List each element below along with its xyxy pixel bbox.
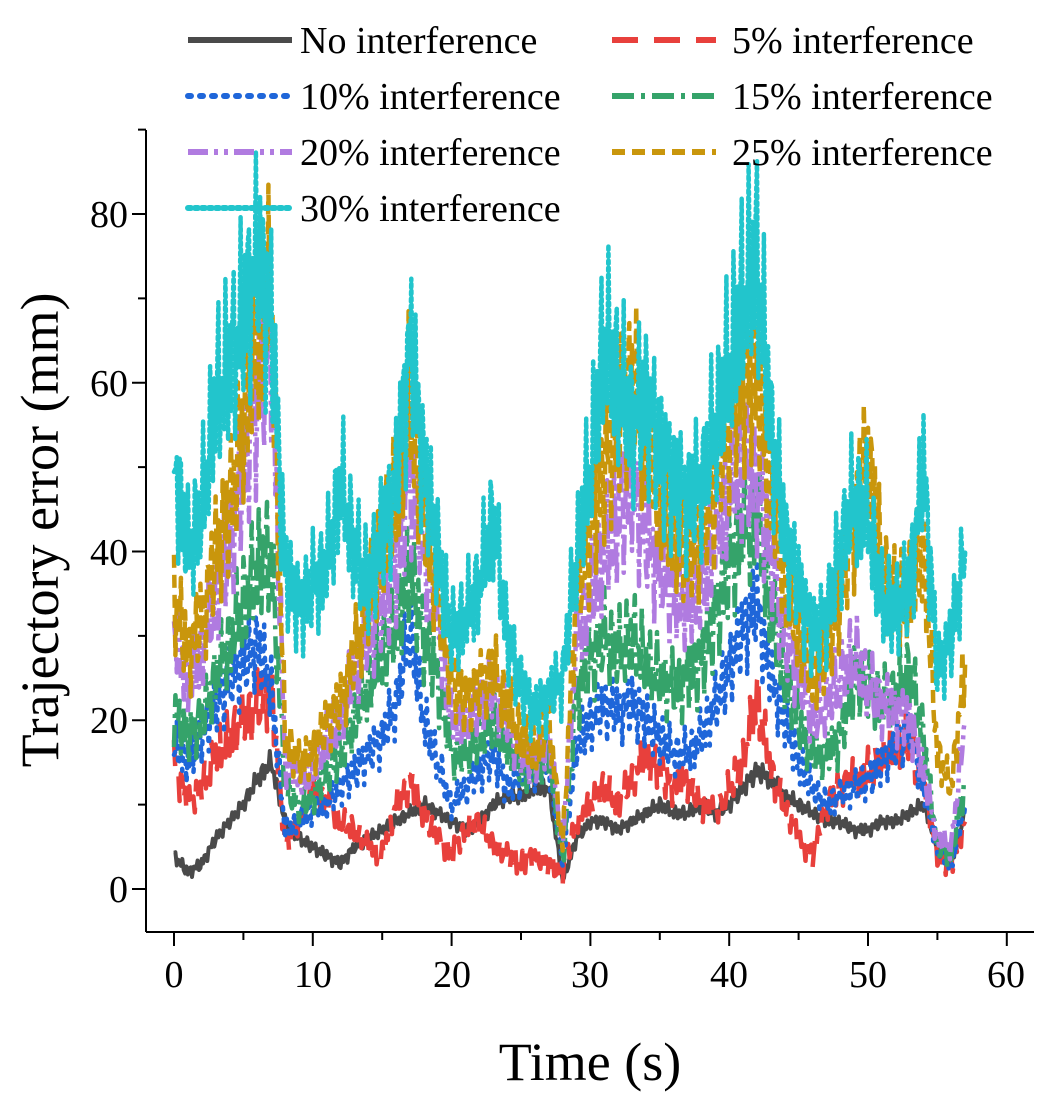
legend-label-30pct: 30% interference: [300, 188, 561, 230]
y-axis-title: Trajectory error (mm): [10, 293, 70, 768]
series-line-2: [171, 557, 968, 872]
legend-label-25pct: 25% interference: [732, 132, 993, 174]
y-tick-label: 0: [109, 869, 128, 911]
legend: No interference 5% interference 10% inte…: [185, 20, 993, 230]
y-tick-label: 40: [90, 532, 128, 574]
x-tick-label: 30: [571, 954, 609, 996]
tick-layer: [132, 128, 1008, 946]
y-tick-labels: 0 20 40 60 80: [90, 194, 128, 911]
x-tick-label: 60: [987, 954, 1025, 996]
x-tick-label: 40: [710, 954, 748, 996]
y-tick-label: 20: [90, 700, 128, 742]
legend-label-10pct: 10% interference: [300, 76, 561, 118]
x-tick-labels: 0 10 20 30 40 50 60: [165, 954, 1026, 996]
legend-label-5pct: 5% interference: [732, 20, 974, 62]
legend-label-20pct: 20% interference: [300, 132, 561, 174]
legend-label-no-interference: No interference: [300, 20, 537, 62]
y-tick-label: 60: [90, 363, 128, 405]
y-tick-label: 80: [90, 194, 128, 236]
series-line-3: [171, 450, 968, 869]
x-tick-label: 0: [165, 954, 184, 996]
series-line-6: [171, 148, 968, 744]
x-axis-title: Time (s): [499, 1032, 682, 1092]
x-tick-label: 10: [294, 954, 332, 996]
series-layer: [171, 148, 968, 890]
x-tick-label: 50: [849, 954, 887, 996]
x-tick-label: 20: [433, 954, 471, 996]
legend-label-15pct: 15% interference: [732, 76, 993, 118]
